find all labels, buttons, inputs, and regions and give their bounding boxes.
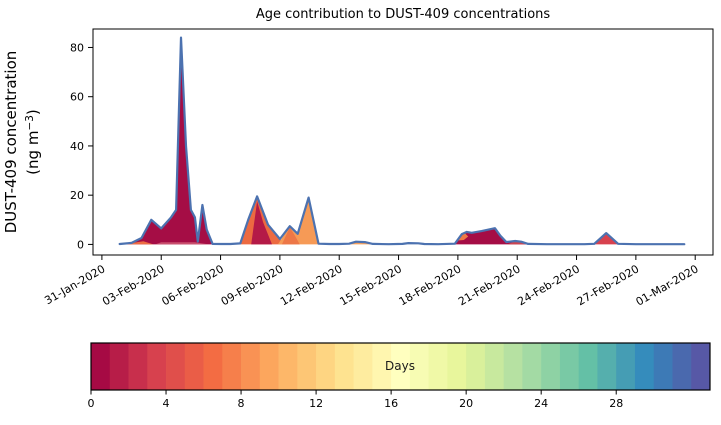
colorbar-segment — [316, 343, 336, 390]
area-peak-25feb — [594, 233, 619, 245]
area-event1-baseline-strip — [155, 242, 209, 245]
colorbar-segment — [503, 343, 523, 390]
colorbar-segment — [578, 343, 598, 390]
colorbar-tick-label: 24 — [534, 397, 548, 410]
y-tick-label: 60 — [70, 91, 84, 104]
area-event4-fresh — [454, 228, 529, 245]
x-tick-label: 27-Feb-2020 — [575, 262, 642, 308]
colorbar-tick-label: 4 — [163, 397, 170, 410]
colorbar-segment — [259, 343, 279, 390]
y-tick-label: 20 — [70, 189, 84, 202]
plot-frame — [92, 28, 714, 256]
x-tick-label: 12-Feb-2020 — [278, 262, 345, 308]
area-event1-fresh-dust — [119, 37, 213, 245]
colorbar-tick-label: 28 — [609, 397, 623, 410]
x-tick-label: 24-Feb-2020 — [515, 262, 582, 308]
x-tick-label: 31-Jan-2020 — [42, 262, 107, 307]
colorbar-segment — [353, 343, 373, 390]
colorbar-segment — [484, 343, 505, 390]
colorbar-frame — [90, 342, 711, 391]
area-event3-aged-bumps — [277, 197, 319, 245]
colorbar-segment — [297, 343, 317, 390]
colorbar-label: Days — [385, 359, 415, 373]
colorbar-segment — [203, 343, 223, 390]
area-event4-aged-cap — [457, 232, 469, 241]
colorbar-tick-label: 12 — [309, 397, 323, 410]
y-tick-label: 0 — [77, 238, 84, 251]
colorbar-tick-label: 0 — [88, 397, 95, 410]
colorbar-segment — [334, 343, 354, 390]
colorbar-segment — [222, 343, 242, 390]
colorbar-tick-label: 16 — [384, 397, 398, 410]
colorbar-segment — [616, 343, 636, 390]
colorbar-segment — [597, 343, 617, 390]
x-tick-label: 21-Feb-2020 — [456, 262, 523, 308]
colorbar-segment — [109, 343, 129, 390]
y-tick-label: 40 — [70, 140, 84, 153]
colorbar-segment — [634, 343, 655, 390]
x-tick-label: 06-Feb-2020 — [159, 262, 226, 308]
y-axis-label-line2: (ng m−3) — [24, 109, 42, 175]
colorbar-segment — [184, 343, 204, 390]
colorbar-segment — [447, 343, 467, 390]
area-event4-tail — [507, 241, 528, 245]
chart-title: Age contribution to DUST-409 concentrati… — [256, 7, 551, 22]
colorbar-segment — [653, 343, 673, 390]
colorbar: 0 4 8 12 16 20 24 28 — [88, 342, 711, 410]
colorbar-segment — [541, 343, 561, 390]
colorbar-segment — [391, 343, 411, 390]
axes: 0 20 40 60 80 31-Jan-202003-Feb-202006-Feb-20… — [42, 28, 714, 309]
x-tick-label: 03-Feb-2020 — [100, 262, 167, 308]
y-axis-label-line1: DUST-409 concentration — [2, 51, 20, 234]
total-line — [118, 36, 686, 246]
colorbar-segment — [166, 343, 186, 390]
colorbar-segment — [522, 343, 542, 390]
colorbar-segment — [241, 343, 261, 390]
stacked-area-fills — [119, 37, 619, 245]
colorbar-segment — [409, 343, 429, 390]
colorbar-segment — [147, 343, 167, 390]
colorbar-segment — [466, 343, 486, 390]
colorbar-segment — [672, 343, 692, 390]
x-tick-label: 01-Mar-2020 — [634, 262, 701, 308]
colorbar-segment — [91, 343, 111, 390]
colorbar-tick-label: 20 — [459, 397, 473, 410]
colorbar-segment — [128, 343, 148, 390]
total-concentration-line — [118, 36, 686, 246]
area-event2-aged-base — [240, 196, 286, 245]
colorbar-segment — [428, 343, 448, 390]
y-tick-label: 80 — [70, 41, 84, 54]
colorbar-tick-label: 8 — [238, 397, 245, 410]
colorbar-segment — [278, 343, 298, 390]
x-tick-label: 09-Feb-2020 — [219, 262, 286, 308]
colorbar-segment — [559, 343, 580, 390]
area-event3-left-wedge — [281, 227, 300, 245]
colorbar-segment — [691, 343, 711, 390]
x-tick-label: 15-Feb-2020 — [337, 262, 404, 308]
area-event2-fresh-core — [251, 201, 272, 245]
colorbar-segment — [372, 343, 392, 390]
x-tick-label: 18-Feb-2020 — [397, 262, 464, 308]
